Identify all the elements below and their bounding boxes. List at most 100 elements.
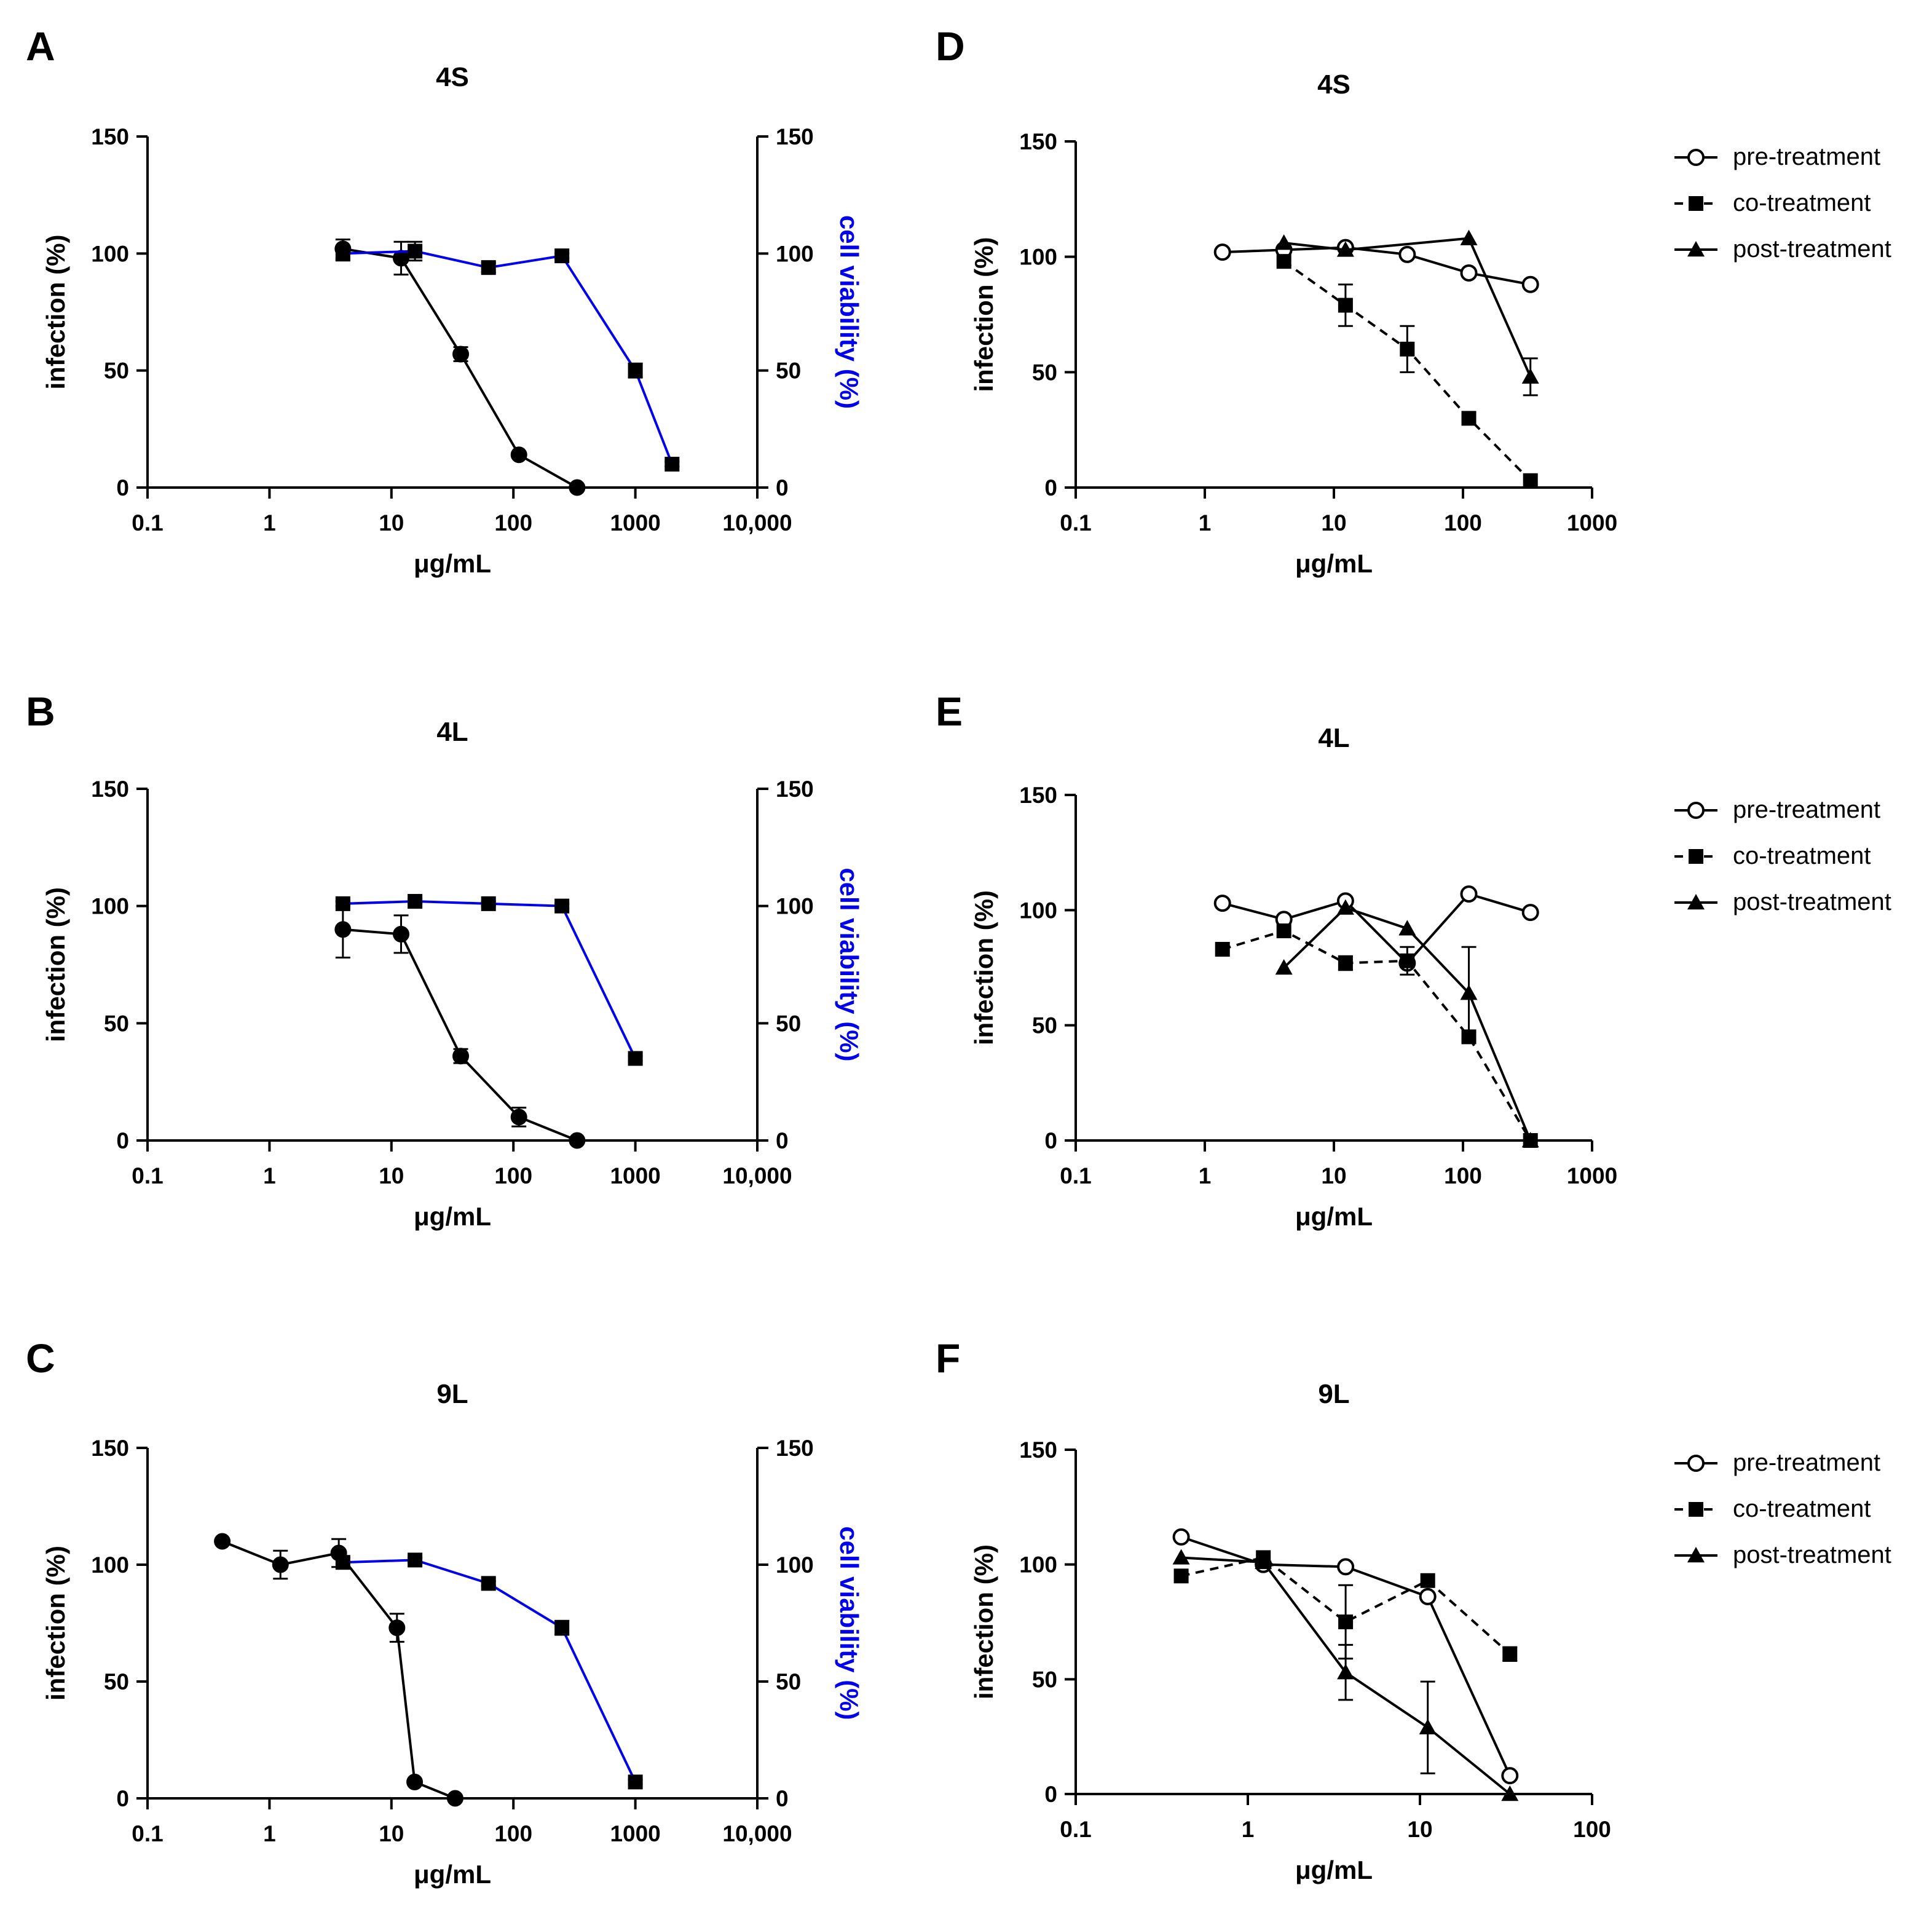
data-point <box>1172 1528 1190 1546</box>
data-point <box>1398 245 1416 263</box>
data-point <box>510 1109 527 1126</box>
series-pre-treatment <box>1172 1528 1519 1785</box>
chart-panel-c: C 9L 0.1 1 10 100 1000 10,000 0 50 100 150 0 50 100 150… <box>26 1335 864 1889</box>
series-infection <box>214 1533 463 1807</box>
x-axis-label: μg/mL <box>1295 1856 1373 1884</box>
legend: pre-treatment co-treatment post-treatment <box>1674 796 1891 915</box>
legend-marker <box>1687 241 1705 257</box>
y-tick-label: 0 <box>116 1128 129 1153</box>
x-tick-label: 1000 <box>610 1163 660 1188</box>
y-tick-label: 0 <box>1044 1128 1057 1153</box>
y2-tick-label: 150 <box>776 777 814 802</box>
data-point <box>628 363 643 378</box>
data-point <box>1275 234 1293 250</box>
data-point <box>569 1132 586 1149</box>
data-point <box>664 456 680 472</box>
legend-marker <box>1687 894 1705 910</box>
y2-axis-label: cell viability (%) <box>835 215 864 409</box>
data-point <box>554 1620 570 1635</box>
x-tick-label: 1 <box>263 510 276 536</box>
y-tick-label: 150 <box>91 124 129 149</box>
x-tick-label: 1000 <box>1567 1163 1617 1188</box>
data-point <box>569 479 586 496</box>
data-point <box>1398 920 1416 936</box>
x-tick-label: 0.1 <box>132 1821 163 1846</box>
chart-panel-b: B 4L 0.1 1 10 100 1000 10,000 0 50 100 150 0 50 100 150… <box>26 689 864 1231</box>
data-point <box>272 1556 289 1573</box>
y-tick-label: 50 <box>104 358 129 384</box>
data-point <box>1400 341 1415 357</box>
legend-label: pre-treatment <box>1733 1449 1880 1476</box>
data-point <box>1501 1785 1519 1801</box>
series-line <box>342 928 578 1142</box>
data-point <box>1521 275 1539 293</box>
data-point <box>334 921 352 938</box>
data-point <box>1460 264 1478 282</box>
legend-label: co-treatment <box>1733 1495 1871 1522</box>
chart-panel-a: A 4S 0.1 1 10 100 1000 10,000 0 50 100 150 0 50 100 150… <box>26 23 864 578</box>
series-line <box>1283 237 1532 377</box>
data-point <box>628 1774 643 1790</box>
legend-marker <box>1689 849 1703 864</box>
y-tick-label: 150 <box>1019 129 1057 154</box>
data-point <box>388 1619 406 1637</box>
y-tick-label: 50 <box>104 1011 129 1036</box>
x-tick-label: 1000 <box>610 510 660 536</box>
data-point <box>554 898 570 914</box>
data-point <box>1521 904 1539 922</box>
data-point <box>1213 895 1231 912</box>
series-co-treatment <box>1276 254 1538 488</box>
x-tick-label: 0.1 <box>132 1163 163 1188</box>
data-point <box>214 1533 231 1550</box>
data-point <box>452 346 470 363</box>
x-tick-label: 100 <box>494 1163 532 1188</box>
y-axis-label: infection (%) <box>969 237 998 392</box>
y2-tick-label: 50 <box>776 358 801 384</box>
data-point <box>481 896 496 911</box>
x-tick-label: 0.1 <box>1060 1817 1091 1842</box>
y2-tick-label: 0 <box>776 475 789 500</box>
x-tick-label: 1 <box>263 1821 276 1846</box>
legend-marker <box>1687 1455 1705 1472</box>
y2-tick-label: 100 <box>776 241 814 266</box>
data-point <box>452 1048 470 1065</box>
y-tick-label: 50 <box>1032 1667 1057 1692</box>
y-tick-label: 100 <box>91 241 129 266</box>
x-tick-label: 1000 <box>610 1821 660 1846</box>
x-tick-label: 10 <box>379 510 404 536</box>
x-tick-label: 1 <box>1199 1163 1212 1188</box>
y-tick-label: 150 <box>1019 1437 1057 1463</box>
legend-label: pre-treatment <box>1733 143 1880 170</box>
data-point <box>335 246 350 261</box>
series-co-treatment <box>1173 1550 1518 1662</box>
series-line <box>221 1540 456 1800</box>
x-tick-label: 10,000 <box>722 510 792 536</box>
y-axis-label: infection (%) <box>969 890 998 1045</box>
data-point <box>481 260 496 275</box>
x-tick-label: 100 <box>494 1821 532 1846</box>
data-point <box>446 1790 463 1807</box>
data-point <box>1400 953 1415 968</box>
data-point <box>1523 473 1538 488</box>
data-point <box>393 925 410 943</box>
x-axis-label: μg/mL <box>1295 1202 1373 1231</box>
data-point <box>408 894 423 909</box>
data-point <box>554 248 570 264</box>
data-point <box>1521 368 1539 384</box>
x-axis-label: μg/mL <box>414 1202 491 1231</box>
data-point <box>1336 241 1354 257</box>
series-line <box>1222 892 1531 965</box>
data-point <box>335 1555 350 1570</box>
chart-panel-e: E 4L 0.1 1 10 100 1000 0 50 100 150 μg/mL infection … <box>936 689 1891 1231</box>
y-tick-label: 0 <box>116 475 129 500</box>
chart-title: 9L <box>1318 1379 1349 1409</box>
x-tick-label: 100 <box>494 510 532 536</box>
series-line <box>342 247 578 489</box>
x-tick-label: 100 <box>1573 1817 1611 1842</box>
chart-panel-f: F 9L 0.1 1 10 100 0 50 100 150 μg/mL infection (%) p… <box>936 1335 1891 1884</box>
chart-title: 4S <box>436 62 469 92</box>
series-line <box>342 1559 637 1783</box>
x-axis-label: μg/mL <box>1295 549 1373 578</box>
data-point <box>1521 1132 1539 1148</box>
